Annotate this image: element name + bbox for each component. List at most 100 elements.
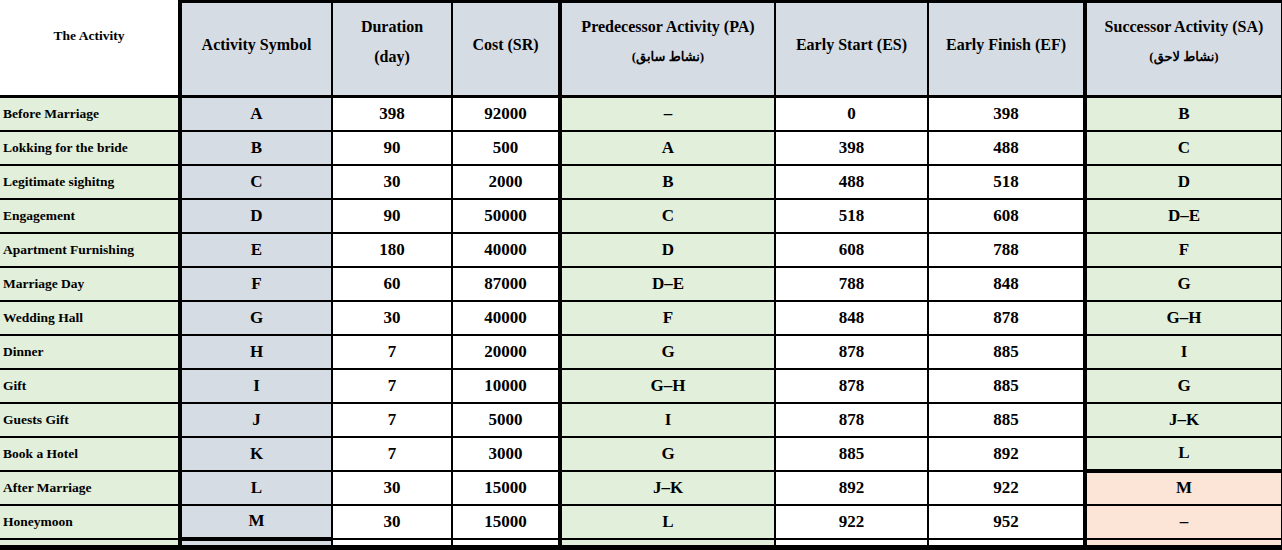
cell-duration: 7 (332, 369, 452, 403)
cell-cost: 15000 (452, 505, 560, 539)
cell-duration: 7 (332, 335, 452, 369)
cell-symbol: B (180, 131, 332, 165)
cell-activity: Wedding Hall (0, 301, 180, 335)
cell-early-finish: 922 (928, 471, 1085, 505)
cell-early-finish: 952 (928, 505, 1085, 539)
cell-successor: I (1085, 335, 1282, 369)
cell-early-finish: 608 (928, 199, 1085, 233)
cell-cost: 20000 (452, 335, 560, 369)
cell-activity: Guests Gift (0, 403, 180, 437)
cell-symbol: H (180, 335, 332, 369)
cell-early-start: 878 (775, 335, 928, 369)
cell-symbol: D (180, 199, 332, 233)
cell-cost: 5000 (452, 403, 560, 437)
cell-successor: C (1085, 131, 1282, 165)
col-header-early-start-label: Early Start (ES) (796, 36, 907, 53)
cell-early-finish: 885 (928, 369, 1085, 403)
cell-activity: Before Marriage (0, 97, 180, 131)
cell-early-start: 878 (775, 403, 928, 437)
cell-early-start: 848 (775, 301, 928, 335)
cell-symbol: L (180, 471, 332, 505)
cell-cost: 15000 (452, 471, 560, 505)
col-header-predecessor: Predecessor Activity (PA) (نشاط سابق) (560, 2, 775, 97)
cell-early-start: 922 (775, 505, 928, 539)
col-header-cost-label: Cost (SR) (472, 36, 538, 53)
col-header-duration-line1: Duration (361, 18, 423, 35)
cell-early-start: 788 (775, 267, 928, 301)
cell-duration: 7 (332, 437, 452, 471)
cell-duration: 30 (332, 505, 452, 539)
cell-early-finish: 788 (928, 233, 1085, 267)
cell-cost: 500 (452, 131, 560, 165)
table-body: Before MarriageA39892000–0398BLokking fo… (0, 97, 1282, 548)
table-row-cutoff (0, 539, 1282, 548)
table-row: EngagementD9050000C518608D–E (0, 199, 1282, 233)
cell-early-finish: 398 (928, 97, 1085, 131)
cell-successor: G (1085, 369, 1282, 403)
cell-successor: G–H (1085, 301, 1282, 335)
cell-activity: Apartment Furnishing (0, 233, 180, 267)
cell-early-start: 488 (775, 165, 928, 199)
cell-successor: G (1085, 267, 1282, 301)
cell-early-finish: 885 (928, 403, 1085, 437)
cell-predecessor: J–K (560, 471, 775, 505)
col-header-symbol: Activity Symbol (180, 2, 332, 97)
table-row: Book a HotelK73000G885892L (0, 437, 1282, 471)
table-row: HoneymoonM3015000L922952– (0, 505, 1282, 539)
col-header-duration-line2: (day) (333, 47, 451, 67)
cell-cost: 87000 (452, 267, 560, 301)
cell-cost: 92000 (452, 97, 560, 131)
col-header-duration: Duration (day) (332, 2, 452, 97)
cell-early-finish: 878 (928, 301, 1085, 335)
cell-early-finish: 488 (928, 131, 1085, 165)
cell-successor: F (1085, 233, 1282, 267)
col-header-symbol-label: Activity Symbol (202, 36, 312, 53)
cell-symbol: M (180, 505, 332, 539)
col-header-activity-label: The Activity (54, 28, 125, 43)
col-header-successor-arabic: (نشاط لاحق) (1087, 49, 1281, 65)
table-row: Wedding HallG3040000F848878G–H (0, 301, 1282, 335)
cell-predecessor: L (560, 505, 775, 539)
cell-duration: 30 (332, 301, 452, 335)
cell-successor: D (1085, 165, 1282, 199)
cell-early-start: 0 (775, 97, 928, 131)
table-row: Lokking for the brideB90500A398488C (0, 131, 1282, 165)
cell-cutoff (928, 539, 1085, 548)
cell-activity: Dinner (0, 335, 180, 369)
cell-cutoff (180, 539, 332, 548)
cell-predecessor: D (560, 233, 775, 267)
cell-symbol: E (180, 233, 332, 267)
col-header-predecessor-arabic: (نشاط سابق) (562, 49, 774, 65)
cell-cutoff (1085, 539, 1282, 548)
cell-predecessor: A (560, 131, 775, 165)
cell-cost: 3000 (452, 437, 560, 471)
cell-early-finish: 518 (928, 165, 1085, 199)
cell-early-finish: 892 (928, 437, 1085, 471)
table-row: After MarriageL3015000J–K892922M (0, 471, 1282, 505)
cell-early-start: 885 (775, 437, 928, 471)
col-header-early-finish: Early Finish (EF) (928, 2, 1085, 97)
cell-activity: Gift (0, 369, 180, 403)
cell-duration: 180 (332, 233, 452, 267)
cell-symbol: A (180, 97, 332, 131)
cell-cutoff (775, 539, 928, 548)
cell-cutoff (0, 539, 180, 548)
col-header-cost: Cost (SR) (452, 2, 560, 97)
cell-cost: 2000 (452, 165, 560, 199)
cell-successor: M (1085, 471, 1282, 505)
cell-early-start: 608 (775, 233, 928, 267)
cell-symbol: K (180, 437, 332, 471)
cell-successor: B (1085, 97, 1282, 131)
cell-cost: 40000 (452, 233, 560, 267)
cell-activity: Honeymoon (0, 505, 180, 539)
cell-activity: Marriage Day (0, 267, 180, 301)
cell-symbol: J (180, 403, 332, 437)
cell-cost: 10000 (452, 369, 560, 403)
col-header-activity: The Activity (0, 2, 180, 97)
cell-predecessor: G–H (560, 369, 775, 403)
cell-symbol: C (180, 165, 332, 199)
cell-successor: L (1085, 437, 1282, 471)
table-row: Marriage DayF6087000D–E788848G (0, 267, 1282, 301)
cell-early-start: 878 (775, 369, 928, 403)
cell-predecessor: C (560, 199, 775, 233)
